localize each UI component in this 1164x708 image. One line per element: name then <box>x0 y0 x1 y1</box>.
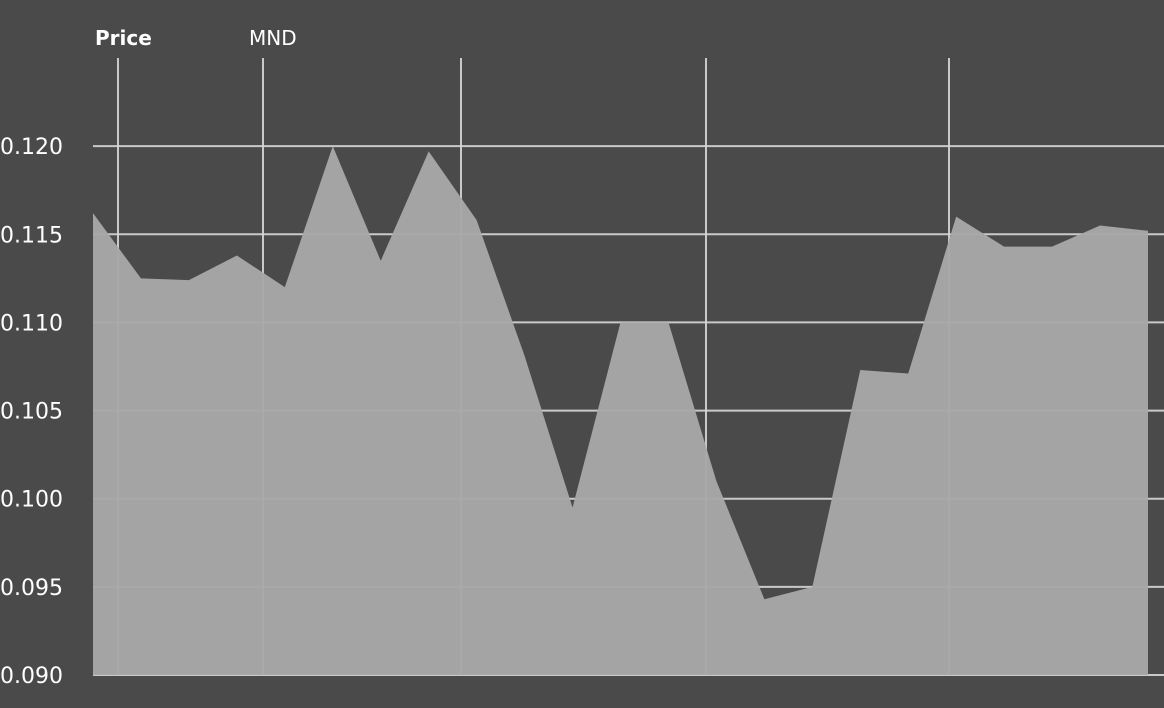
series-label: MND <box>249 26 297 50</box>
y-tick-label: 0.105 <box>0 400 63 425</box>
y-tick-label: 0.110 <box>0 311 63 336</box>
y-tick-label: 0.115 <box>0 223 63 248</box>
y-tick-label: 0.120 <box>0 135 63 160</box>
y-axis-labels: 0.120 0.115 0.110 0.105 0.100 0.095 0.090 <box>0 135 63 689</box>
y-tick-label: 0.090 <box>0 664 63 689</box>
y-tick-label: 0.100 <box>0 488 63 513</box>
price-area <box>93 146 1148 676</box>
chart-title: Price <box>95 26 152 50</box>
y-tick-label: 0.095 <box>0 576 63 601</box>
